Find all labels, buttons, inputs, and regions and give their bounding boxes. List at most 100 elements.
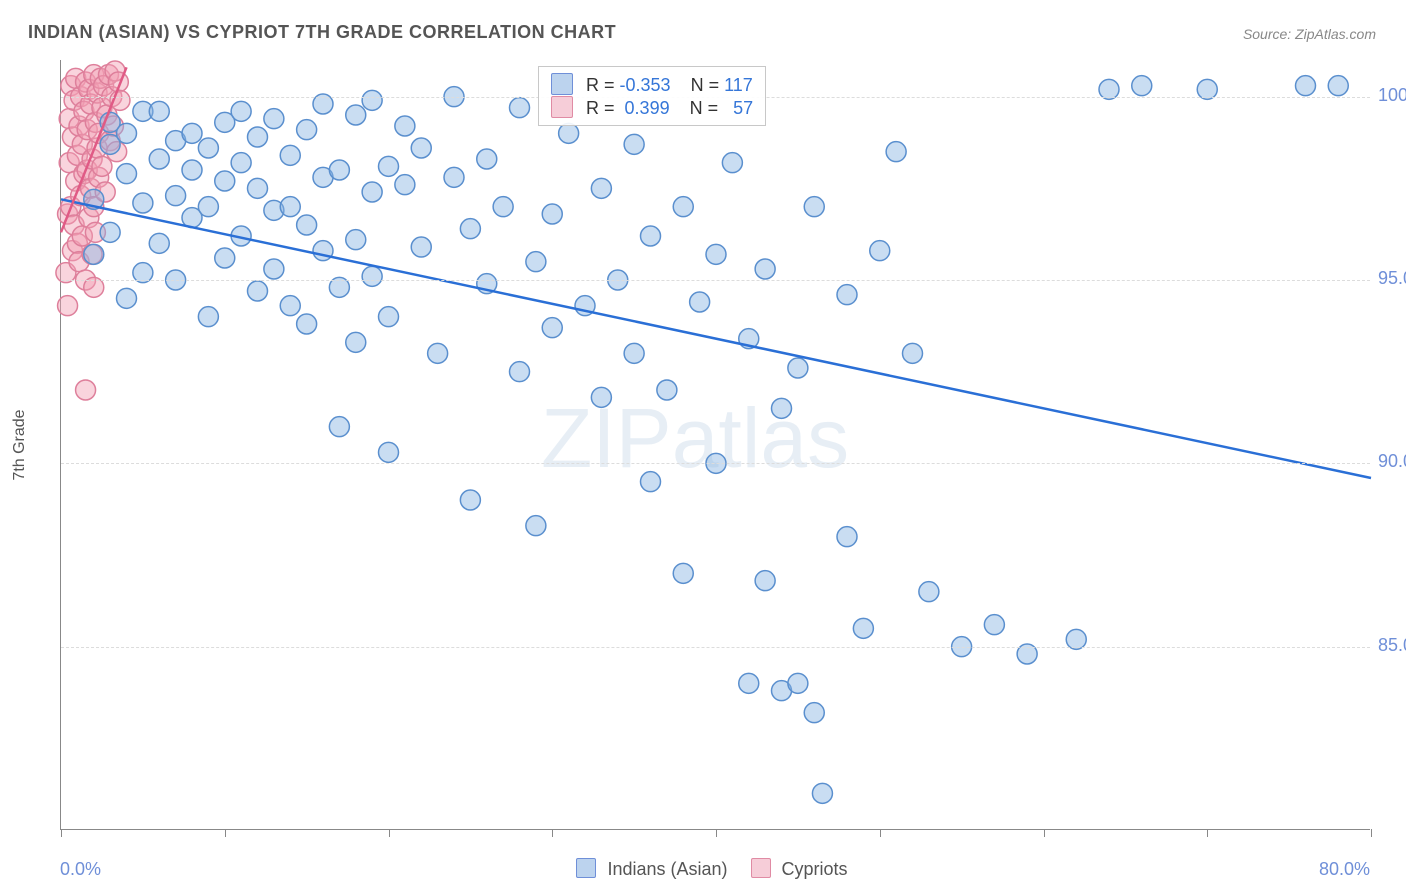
data-point	[591, 178, 611, 198]
data-point	[591, 387, 611, 407]
x-tick	[1371, 829, 1372, 837]
data-point	[804, 197, 824, 217]
data-point	[362, 182, 382, 202]
y-axis-label: 7th Grade	[11, 409, 29, 480]
data-point	[542, 204, 562, 224]
data-point	[984, 615, 1004, 635]
data-point	[722, 153, 742, 173]
data-point	[788, 358, 808, 378]
data-point	[346, 105, 366, 125]
chart-title: INDIAN (ASIAN) VS CYPRIOT 7TH GRADE CORR…	[28, 22, 616, 43]
data-point	[526, 252, 546, 272]
data-point	[510, 362, 530, 382]
trendline-a	[61, 199, 1371, 478]
data-point	[198, 138, 218, 158]
data-point	[264, 109, 284, 129]
data-point	[149, 233, 169, 253]
data-point	[58, 296, 78, 316]
data-point	[1132, 76, 1152, 96]
x-tick	[389, 829, 390, 837]
data-point	[641, 226, 661, 246]
data-point	[411, 138, 431, 158]
stats-row-a: R = -0.353 N = 117	[551, 73, 753, 96]
data-point	[248, 281, 268, 301]
data-point	[100, 222, 120, 242]
data-point	[297, 120, 317, 140]
data-point	[886, 142, 906, 162]
y-tick-label: 90.0%	[1378, 451, 1406, 472]
stat-r-a: -0.353	[620, 75, 671, 95]
data-point	[624, 343, 644, 363]
source-label: Source: ZipAtlas.com	[1243, 26, 1376, 42]
data-point	[280, 197, 300, 217]
data-point	[133, 193, 153, 213]
data-point	[215, 171, 235, 191]
stat-n-a: 117	[724, 75, 753, 95]
y-tick-label: 95.0%	[1378, 268, 1406, 289]
y-tick-label: 85.0%	[1378, 635, 1406, 656]
data-point	[149, 149, 169, 169]
data-point	[853, 618, 873, 638]
stats-row-b: R = 0.399 N = 57	[551, 96, 753, 119]
gridline	[61, 647, 1370, 648]
x-tick	[552, 829, 553, 837]
data-point	[379, 442, 399, 462]
data-point	[231, 101, 251, 121]
data-point	[837, 527, 857, 547]
data-point	[690, 292, 710, 312]
data-point	[264, 259, 284, 279]
data-point	[559, 123, 579, 143]
stat-n-b: 57	[733, 98, 753, 118]
data-point	[1296, 76, 1316, 96]
data-point	[329, 417, 349, 437]
data-point	[624, 134, 644, 154]
data-point	[837, 285, 857, 305]
data-point	[379, 307, 399, 327]
data-point	[362, 90, 382, 110]
data-point	[812, 783, 832, 803]
legend-swatch-a	[576, 858, 596, 878]
data-point	[903, 343, 923, 363]
stats-swatch-a	[551, 73, 573, 95]
data-point	[297, 215, 317, 235]
y-tick-label: 100.0%	[1378, 85, 1406, 106]
stats-box: R = -0.353 N = 117 R = 0.399 N = 57	[538, 66, 766, 126]
data-point	[379, 156, 399, 176]
stats-swatch-b	[551, 96, 573, 118]
data-point	[248, 127, 268, 147]
data-point	[76, 380, 96, 400]
data-point	[346, 332, 366, 352]
x-tick	[225, 829, 226, 837]
x-tick	[61, 829, 62, 837]
gridline	[61, 280, 1370, 281]
legend-label-b: Cypriots	[782, 859, 848, 879]
x-tick	[880, 829, 881, 837]
data-point	[460, 219, 480, 239]
data-point	[641, 472, 661, 492]
data-point	[280, 145, 300, 165]
plot-svg	[61, 60, 1371, 830]
bottom-legend: Indians (Asian) Cypriots	[0, 858, 1406, 880]
x-tick	[1044, 829, 1045, 837]
data-point	[117, 164, 137, 184]
data-point	[772, 398, 792, 418]
data-point	[428, 343, 448, 363]
x-tick	[1207, 829, 1208, 837]
data-point	[526, 516, 546, 536]
legend-label-a: Indians (Asian)	[607, 859, 727, 879]
data-point	[215, 248, 235, 268]
data-point	[395, 175, 415, 195]
data-point	[755, 571, 775, 591]
data-point	[477, 149, 497, 169]
data-point	[673, 197, 693, 217]
data-point	[919, 582, 939, 602]
data-point	[460, 490, 480, 510]
data-point	[84, 244, 104, 264]
data-point	[231, 153, 251, 173]
data-point	[657, 380, 677, 400]
data-point	[248, 178, 268, 198]
data-point	[706, 244, 726, 264]
data-point	[542, 318, 562, 338]
data-point	[870, 241, 890, 261]
data-point	[297, 314, 317, 334]
